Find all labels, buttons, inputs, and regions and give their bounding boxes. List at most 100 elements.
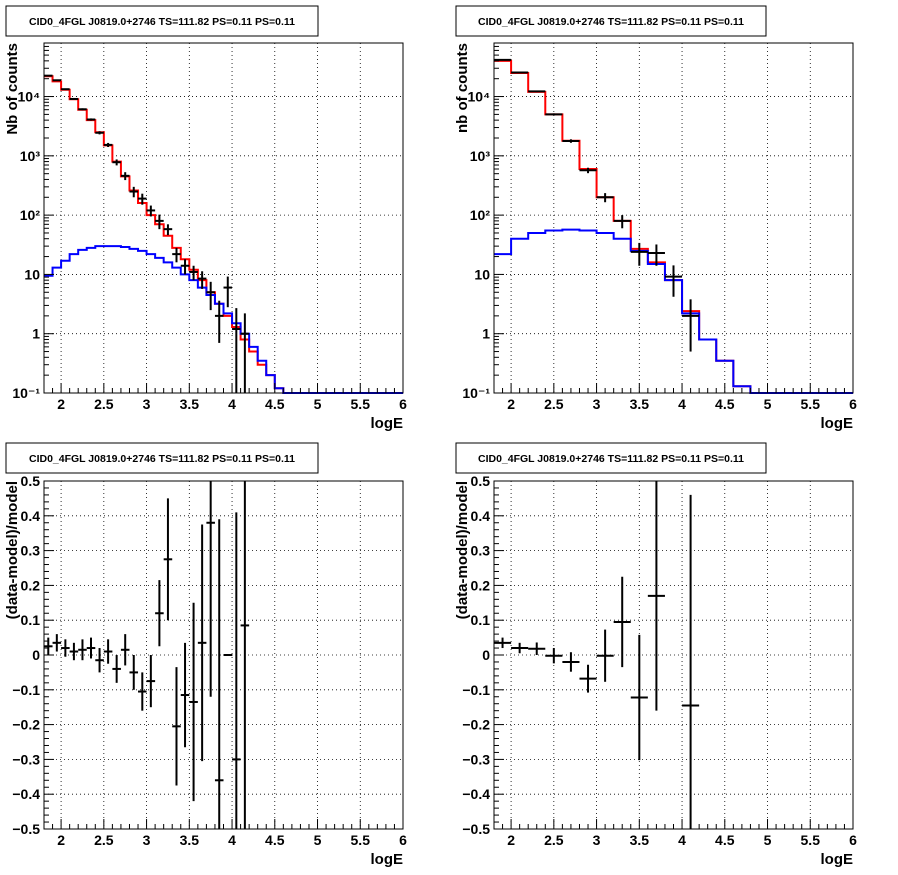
x-tick-label: 3.5 — [630, 396, 650, 412]
x-tick-label: 5.5 — [801, 396, 821, 412]
data-point — [69, 97, 79, 100]
chart-title: CID0_4FGL J0819.0+2746 TS=111.82 PS=0.11… — [29, 16, 295, 28]
data-point — [103, 142, 113, 147]
y-tick-label: 10 — [474, 266, 490, 282]
title-box — [455, 5, 767, 37]
chart-panel-bottom-left: CID0_4FGL J0819.0+2746 TS=111.82 PS=0.11… — [4, 442, 407, 868]
data-point — [155, 214, 164, 230]
y-tick-label: 1 — [482, 326, 490, 342]
y-tick-label: −0.4 — [462, 786, 490, 802]
x-tick-label: 3 — [143, 832, 151, 848]
data-point — [61, 639, 70, 657]
y-tick-label: 10⁴ — [18, 89, 41, 105]
data-point — [138, 672, 147, 711]
y-tick-label: 1 — [32, 326, 40, 342]
x-tick-label: 5 — [764, 396, 772, 412]
x-tick-label: 6 — [399, 396, 407, 412]
chart-panel-top-right: CID0_4FGL J0819.0+2746 TS=111.82 PS=0.11… — [454, 5, 857, 432]
y-tick-label: −0.2 — [12, 717, 40, 733]
data-point — [112, 159, 121, 166]
data-point — [86, 118, 96, 121]
data-point — [146, 205, 156, 217]
histogram-series-0 — [44, 75, 403, 394]
data-point — [240, 313, 250, 393]
data-point — [112, 655, 121, 683]
data-point — [647, 244, 665, 266]
y-tick-label: −0.2 — [462, 717, 490, 733]
y-tick-label: 0.2 — [471, 577, 491, 593]
data-point — [189, 265, 198, 281]
x-tick-label: 4 — [678, 396, 686, 412]
x-tick-label: 6 — [849, 396, 857, 412]
x-tick-label: 5 — [764, 832, 772, 848]
y-tick-label: 10⁴ — [468, 89, 491, 105]
data-point — [630, 634, 648, 761]
plot-frame — [493, 42, 854, 394]
y-tick-label: 0.5 — [471, 473, 491, 489]
y-tick-label: −0.5 — [462, 821, 490, 837]
x-axis-label: logE — [371, 851, 404, 868]
data-point — [596, 193, 614, 203]
y-axis-label: nb of counts — [454, 43, 471, 133]
data-point — [223, 276, 233, 308]
y-tick-label: 0 — [32, 647, 40, 663]
data-point — [562, 139, 580, 143]
data-point — [613, 215, 631, 229]
x-axis-label: logE — [821, 851, 854, 868]
x-tick-label: 3.5 — [180, 396, 200, 412]
data-point — [647, 481, 665, 711]
x-tick-label: 4 — [678, 832, 686, 848]
x-tick-label: 4.5 — [715, 396, 735, 412]
data-point — [197, 524, 207, 762]
histogram-series-0 — [494, 59, 853, 394]
x-tick-label: 4.5 — [715, 832, 735, 848]
data-point — [155, 580, 164, 647]
data-point — [528, 642, 546, 655]
data-point — [172, 667, 181, 786]
y-tick-label: 0.1 — [471, 612, 491, 628]
title-box — [5, 5, 319, 37]
x-tick-label: 2.5 — [94, 396, 114, 412]
y-tick-label: 10 — [24, 266, 40, 282]
x-tick-label: 2 — [57, 832, 65, 848]
data-point — [120, 172, 130, 181]
data-point — [197, 271, 207, 289]
x-tick-label: 4.5 — [265, 396, 285, 412]
data-point — [232, 512, 241, 829]
y-tick-label: 0.1 — [21, 612, 41, 628]
chart-title: CID0_4FGL J0819.0+2746 TS=111.82 PS=0.11… — [29, 453, 295, 465]
y-tick-label: 10⁻¹ — [462, 385, 490, 401]
x-tick-label: 2 — [507, 832, 515, 848]
y-tick-label: 0.4 — [471, 508, 491, 524]
y-tick-label: 0.4 — [21, 508, 41, 524]
y-tick-label: 0.5 — [21, 473, 41, 489]
data-point — [232, 308, 241, 393]
chart-title: CID0_4FGL J0819.0+2746 TS=111.82 PS=0.11… — [478, 16, 744, 28]
y-axis-label: (data-model)/model — [4, 481, 21, 619]
data-point — [664, 265, 683, 297]
data-point — [138, 193, 147, 205]
data-point — [545, 113, 563, 116]
x-tick-label: 4 — [228, 832, 236, 848]
x-tick-label: 2.5 — [94, 832, 114, 848]
x-axis-label: logE — [371, 415, 404, 432]
data-point — [596, 629, 614, 682]
title-box — [455, 442, 767, 474]
y-tick-label: −0.4 — [12, 786, 40, 802]
x-tick-label: 2.5 — [544, 396, 564, 412]
y-tick-label: 10⁻¹ — [12, 385, 40, 401]
chart-panel-top-left: CID0_4FGL J0819.0+2746 TS=111.82 PS=0.11… — [4, 5, 407, 432]
data-point — [206, 281, 215, 311]
chart-panel-bottom-right: CID0_4FGL J0819.0+2746 TS=111.82 PS=0.11… — [454, 442, 857, 868]
x-tick-label: 5 — [314, 396, 322, 412]
data-point — [682, 494, 700, 829]
data-point — [579, 167, 597, 174]
data-point — [44, 637, 53, 655]
y-tick-label: −0.5 — [12, 821, 40, 837]
data-point — [129, 655, 139, 690]
y-tick-label: 0.3 — [21, 543, 41, 559]
data-point — [682, 299, 700, 352]
x-tick-label: 3 — [593, 396, 601, 412]
x-tick-label: 2.5 — [544, 832, 564, 848]
data-point — [61, 88, 70, 91]
